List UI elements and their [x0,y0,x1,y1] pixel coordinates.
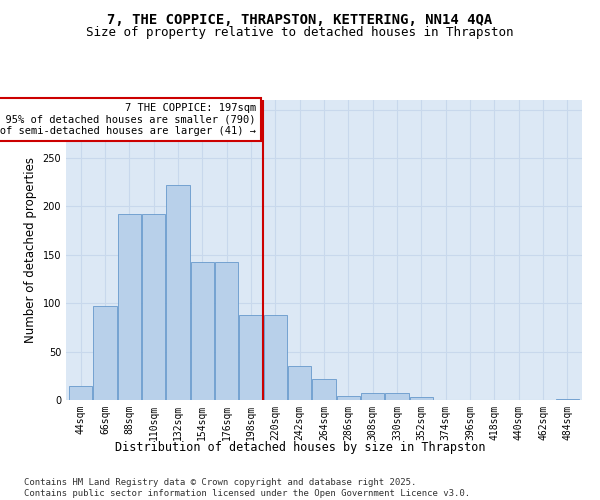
Bar [337,396,360,400]
Text: 7 THE COPPICE: 197sqm
← 95% of detached houses are smaller (790)
5% of semi-deta: 7 THE COPPICE: 197sqm ← 95% of detached … [0,103,256,136]
Bar [264,315,287,400]
Bar [166,185,190,400]
Bar [118,214,141,400]
Bar [215,262,238,400]
Bar [410,397,433,400]
Text: Contains HM Land Registry data © Crown copyright and database right 2025.
Contai: Contains HM Land Registry data © Crown c… [24,478,470,498]
Bar [191,262,214,400]
Text: Distribution of detached houses by size in Thrapston: Distribution of detached houses by size … [115,441,485,454]
Bar [288,366,311,400]
Bar [556,399,579,400]
Text: Size of property relative to detached houses in Thrapston: Size of property relative to detached ho… [86,26,514,39]
Text: 7, THE COPPICE, THRAPSTON, KETTERING, NN14 4QA: 7, THE COPPICE, THRAPSTON, KETTERING, NN… [107,12,493,26]
Y-axis label: Number of detached properties: Number of detached properties [24,157,37,343]
Bar [361,393,384,400]
Bar [94,306,116,400]
Bar [313,378,335,400]
Bar [239,315,263,400]
Bar [385,393,409,400]
Bar [69,386,92,400]
Bar [142,214,165,400]
